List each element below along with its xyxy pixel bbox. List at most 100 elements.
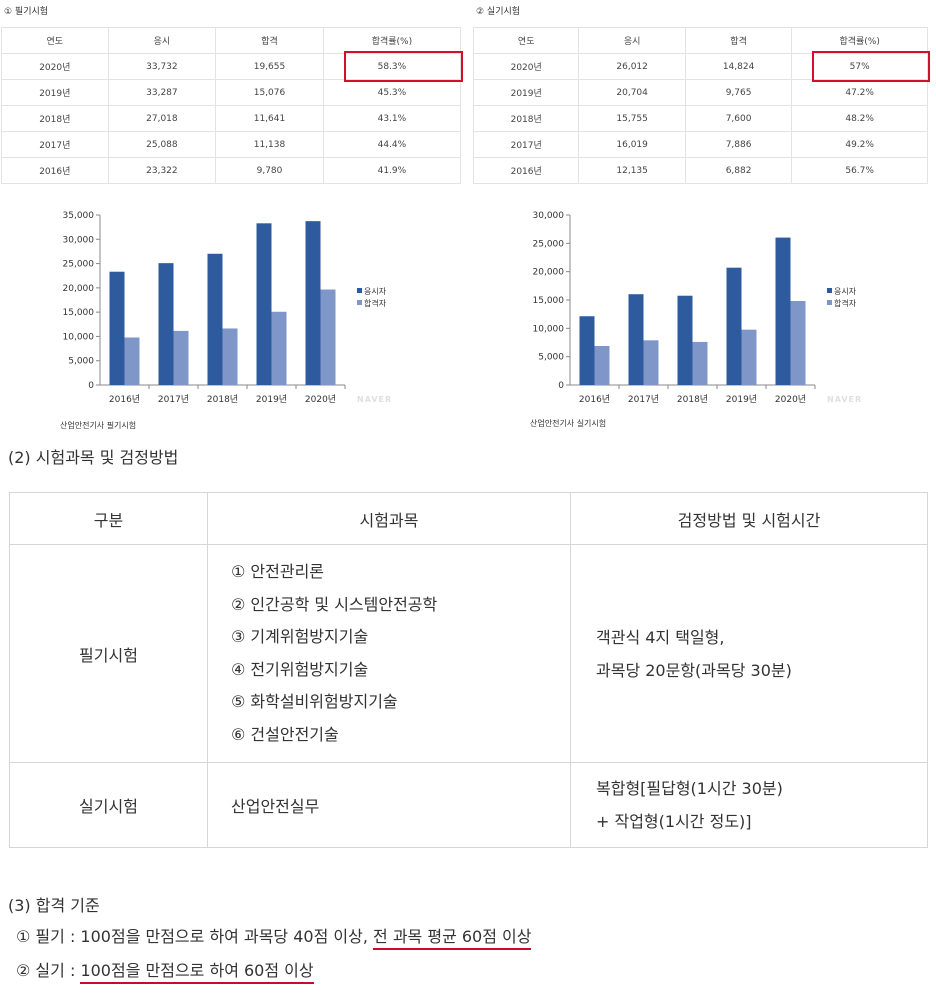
header-year: 연도	[472, 27, 580, 54]
y-tick-label: 10,000	[533, 324, 565, 334]
cell: 43.1%	[322, 105, 462, 132]
cell: 15,076	[215, 79, 324, 106]
cell: 2019년	[472, 79, 580, 106]
naver-watermark: NAVER	[357, 395, 392, 404]
x-tick-label: 2020년	[305, 394, 336, 405]
cell: 33,287	[107, 79, 217, 106]
cell: 11,641	[215, 105, 324, 132]
written-table-caption: ① 필기시험	[4, 7, 49, 17]
cell: 12,135	[578, 157, 686, 184]
bar-applicants	[579, 316, 595, 385]
cell: 7,886	[684, 131, 793, 158]
written-stats-table: 연도 응시 합격 합격률(%) 2020년 33,732 19,655 58.3% 2…	[1, 27, 462, 184]
header-passed: 합격	[684, 27, 793, 54]
table-header-row: 연도 응시 합격 합격률(%)	[1, 27, 462, 54]
bar-passed	[124, 337, 140, 385]
cell: 2018년	[1, 105, 109, 132]
practical-subject: 산업안전실무	[207, 762, 571, 848]
bar-applicants	[158, 263, 174, 385]
bar-applicants	[305, 221, 321, 385]
cell: 2017년	[472, 131, 580, 158]
bar-passed	[222, 328, 238, 385]
bar-applicants	[775, 237, 791, 385]
subject-item: ② 인간공학 및 시스템안전공학	[231, 594, 438, 614]
table-row: 2018년 15,755 7,600 48.2%	[472, 105, 928, 132]
bar-passed	[692, 341, 708, 385]
legend-label: 합격자	[364, 298, 387, 308]
cell: 2020년	[472, 53, 580, 80]
cell: 9,765	[684, 79, 793, 106]
subject-item: ④ 전기위험방지기술	[231, 659, 369, 679]
section-2-title: (2) 시험과목 및 검정방법	[8, 448, 179, 467]
x-tick-label: 2017년	[628, 394, 659, 405]
bar-applicants	[726, 267, 742, 385]
cell: 9,780	[215, 157, 324, 184]
criteria-written-underlined: 전 과목 평균 60점 이상	[373, 927, 532, 950]
cell: 2020년	[1, 53, 109, 80]
criteria-practical-text: ② 실기 :	[16, 961, 81, 980]
bar-passed	[320, 289, 336, 385]
practical-method: 복합형[필답형(1시간 30분) + 작업형(1시간 정도)]	[570, 762, 928, 848]
legend-swatch	[357, 288, 362, 293]
bar-applicants	[256, 223, 272, 385]
cell: 56.7%	[791, 157, 928, 184]
header-applicants: 응시	[578, 27, 686, 54]
cell: 27,018	[107, 105, 217, 132]
written-bar-chart: 0 5,000 10,000 15,000 20,000 25,000 30,000 35,0…	[63, 211, 392, 405]
table-row: 2018년 27,018 11,641 43.1%	[1, 105, 462, 132]
cell: 44.4%	[322, 131, 462, 158]
cell: 19,655	[215, 53, 324, 80]
subject-item: ⑤ 화학설비위험방지기술	[231, 692, 398, 711]
cell: 6,882	[684, 157, 793, 184]
method-line: + 작업형(1시간 정도)]	[596, 812, 752, 831]
table-row: 2020년 26,012 14,824 57%	[472, 53, 928, 80]
method-line: 과목당 20문항(과목당 30분)	[596, 660, 792, 680]
section-3-title: (3) 합격 기준	[8, 896, 100, 915]
bar-applicants	[207, 253, 223, 385]
header-pass-rate: 합격률(%)	[322, 27, 462, 54]
y-tick-label: 0	[558, 381, 564, 391]
header-category: 구분	[9, 492, 208, 545]
cell: 2016년	[472, 157, 580, 184]
y-tick-label: 25,000	[533, 239, 565, 249]
subject-item: ③ 기계위험방지기술	[231, 627, 369, 646]
cell: 20,704	[578, 79, 686, 106]
cell: 57%	[791, 53, 928, 80]
x-tick-label: 2016년	[579, 394, 610, 405]
bar-passed	[594, 346, 610, 385]
subject-table-header: 구분 시험과목 검정방법 및 시험시간	[9, 492, 928, 545]
cell: 2019년	[1, 79, 109, 106]
y-tick-label: 20,000	[533, 268, 565, 278]
bar-passed	[790, 300, 806, 385]
cell: 23,322	[107, 157, 217, 184]
header-subjects: 시험과목	[207, 492, 571, 545]
practical-exam-label: 실기시험	[9, 762, 208, 848]
practical-table-caption: ② 실기시험	[476, 7, 521, 17]
y-tick-label: 10,000	[63, 332, 95, 342]
written-exam-row: 필기시험 ① 안전관리론 ② 인간공학 및 시스템안전공학 ③ 기계위험방지기술…	[9, 544, 928, 763]
practical-exam-row: 실기시험 산업안전실무 복합형[필답형(1시간 30분) + 작업형(1시간 정…	[9, 762, 928, 848]
y-tick-label: 15,000	[533, 296, 565, 306]
legend-swatch	[827, 288, 832, 293]
table-row: 2017년 25,088 11,138 44.4%	[1, 131, 462, 158]
cell: 15,755	[578, 105, 686, 132]
legend-swatch	[827, 300, 832, 305]
table-row: 2016년 12,135 6,882 56.7%	[472, 157, 928, 184]
cell: 49.2%	[791, 131, 928, 158]
bar-applicants	[109, 271, 125, 385]
y-tick-label: 20,000	[63, 284, 95, 294]
chart-plot: 0 5,000 10,000 15,000 20,000 25,000 30,000 2016…	[533, 211, 862, 405]
cell: 26,012	[578, 53, 686, 80]
written-chart-title: 산업안전기사 필기시험	[60, 421, 137, 430]
method-line: 객관식 4지 택일형,	[596, 627, 725, 647]
x-tick-label: 2020년	[775, 394, 806, 405]
practical-stats-table: 연도 응시 합격 합격률(%) 2020년 26,012 14,824 57% 201…	[472, 27, 928, 184]
cell: 2016년	[1, 157, 109, 184]
cell: 47.2%	[791, 79, 928, 106]
y-tick-label: 35,000	[63, 211, 95, 221]
bar-passed	[173, 330, 189, 385]
y-tick-label: 0	[88, 381, 94, 391]
y-tick-label: 25,000	[63, 260, 95, 270]
x-tick-label: 2017년	[158, 394, 189, 405]
x-tick-label: 2018년	[207, 394, 238, 405]
